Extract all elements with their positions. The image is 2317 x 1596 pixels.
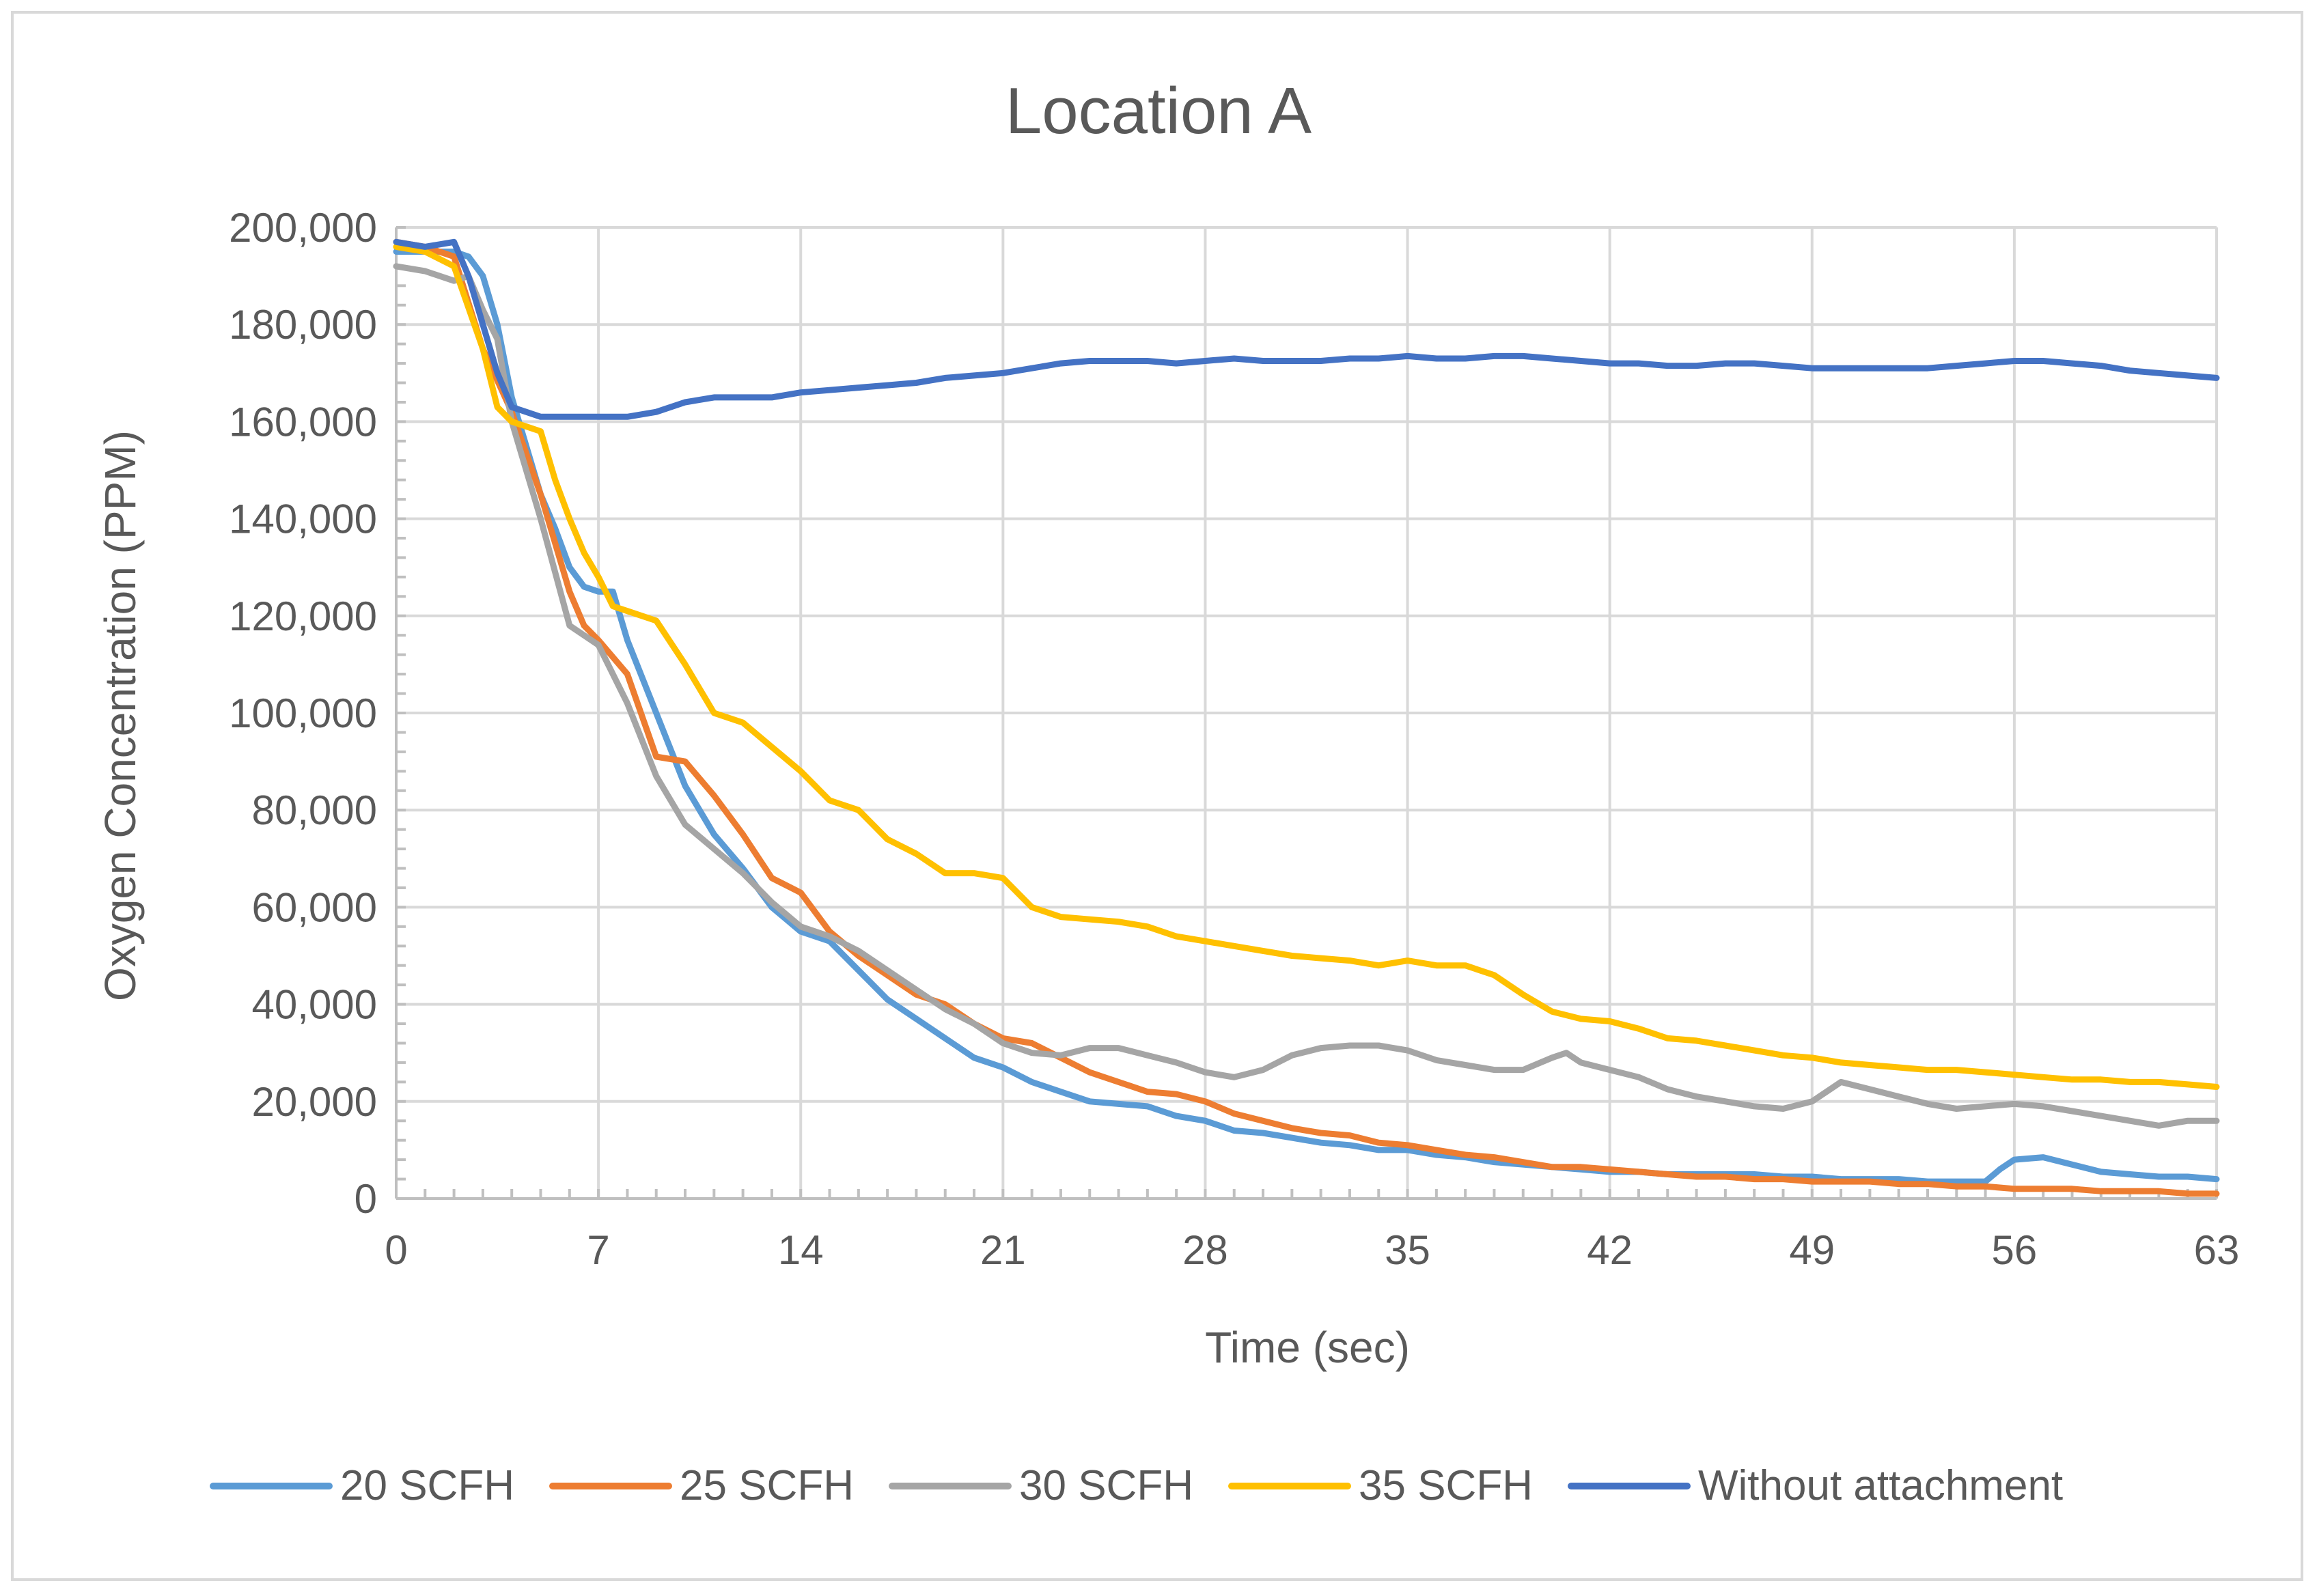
- legend-label: 35 SCFH: [1359, 1462, 1533, 1509]
- x-tick-label: 7: [587, 1227, 609, 1273]
- series-line-30-scfh: [393, 263, 2220, 1129]
- x-tick-label: 21: [980, 1227, 1026, 1273]
- x-tick-label: 42: [1587, 1227, 1633, 1273]
- y-tick-label: 180,000: [229, 302, 377, 348]
- y-axis-title: Oxygen Concentration (PPM): [96, 430, 145, 1001]
- x-tick-label: 28: [1182, 1227, 1228, 1273]
- series-lines: [393, 238, 2220, 1197]
- x-axis-title: Time (sec): [1205, 1323, 1410, 1372]
- y-tick-label: 20,000: [251, 1079, 377, 1125]
- y-tick-label: 80,000: [251, 787, 377, 833]
- legend: 20 SCFH 25 SCFH 30 SCFH 35 SCFH Without atta…: [210, 1462, 2063, 1509]
- x-tick-label: 63: [2194, 1227, 2240, 1273]
- series-line-35-scfh: [393, 243, 2220, 1090]
- x-tick-label: 14: [778, 1227, 824, 1273]
- legend-label: 25 SCFH: [680, 1462, 854, 1509]
- y-tick-label: 100,000: [229, 690, 377, 736]
- axes: 0 20,000 40,000 60,000 80,000 100,000 120,000 1…: [229, 205, 2239, 1273]
- legend-label: Without attachment: [1698, 1462, 2063, 1509]
- x-tick-label: 0: [385, 1227, 407, 1273]
- chart-title: Location A: [1005, 74, 1312, 148]
- y-tick-label: 60,000: [251, 884, 377, 930]
- y-tick-label: 40,000: [251, 982, 377, 1028]
- series-line-20-scfh: [393, 249, 2220, 1185]
- x-tick-label: 56: [1992, 1227, 2038, 1273]
- y-tick-label: 0: [355, 1176, 377, 1222]
- legend-label: 30 SCFH: [1019, 1462, 1193, 1509]
- y-tick-label: 140,000: [229, 496, 377, 542]
- y-tick-label: 120,000: [229, 593, 377, 639]
- legend-label: 20 SCFH: [340, 1462, 514, 1509]
- series-line-25-scfh: [393, 238, 2220, 1197]
- series-line-without-attachment: [393, 238, 2220, 420]
- x-tick-label: 49: [1789, 1227, 1835, 1273]
- x-tick-label: 35: [1385, 1227, 1430, 1273]
- y-tick-label: 200,000: [229, 205, 377, 251]
- chart-frame: [11, 11, 2303, 1581]
- y-tick-label: 160,000: [229, 399, 377, 445]
